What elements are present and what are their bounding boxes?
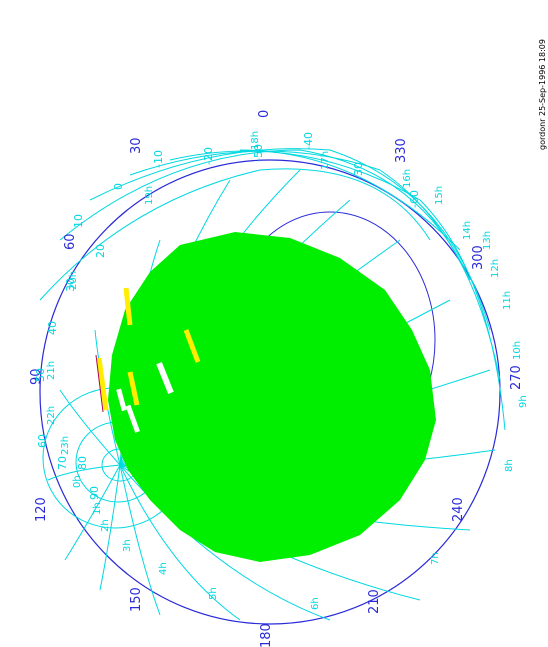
hour-label: 22h xyxy=(46,406,57,425)
hour-label: 2h xyxy=(100,519,111,532)
hour-label: 3h xyxy=(122,539,133,552)
dec-label: -20 xyxy=(202,147,215,165)
hour-label: 10h xyxy=(512,341,523,360)
azimuth-label: 240 xyxy=(451,497,466,522)
azimuth-label: 330 xyxy=(394,138,409,163)
hour-label: 19h xyxy=(144,186,155,205)
dec-label: -60 xyxy=(408,190,421,208)
hour-label: 8h xyxy=(504,459,515,472)
coverage-region xyxy=(108,232,436,562)
azimuth-label: 270 xyxy=(509,365,524,390)
dec-label: -30 xyxy=(352,162,365,180)
hour-label: 23h xyxy=(60,436,71,455)
hour-label: 18h xyxy=(250,131,261,150)
hour-label: 14h xyxy=(462,221,473,240)
hour-label: 17h xyxy=(320,151,331,170)
dec-label: 20 xyxy=(94,244,107,258)
hour-label: 6h xyxy=(310,597,321,610)
dec-label: 60 xyxy=(36,434,49,448)
dec-label: -10 xyxy=(152,150,165,168)
hour-label: 1h xyxy=(92,502,103,515)
hour-label: 15h xyxy=(434,186,445,205)
azimuth-label: 150 xyxy=(129,587,144,612)
hour-label: 16h xyxy=(402,169,413,188)
dec-label: 10 xyxy=(72,214,85,228)
hour-label: 4h xyxy=(158,562,169,575)
hour-label: 12h xyxy=(490,259,501,278)
hour-label: 13h xyxy=(482,231,493,250)
hour-label: 0h xyxy=(72,475,83,488)
credit-text: gordonr 25-Sep-1996 18:09 xyxy=(538,39,547,150)
dec-label: -40 xyxy=(302,132,315,150)
hour-label: 5h xyxy=(208,587,219,600)
hour-label: 11h xyxy=(502,291,513,310)
azimuth-label: 60 xyxy=(63,233,78,250)
azimuth-label: 180 xyxy=(259,623,274,647)
hour-label: 7h xyxy=(430,552,441,565)
hour-label: 21h xyxy=(46,361,57,380)
dec-label: 40 xyxy=(46,321,59,335)
azimuth-label: 120 xyxy=(34,497,49,522)
azimuth-label: 210 xyxy=(367,589,382,614)
azimuth-label: 0 xyxy=(257,110,272,118)
hour-label: 9h xyxy=(518,395,529,408)
dec-label: 80 xyxy=(76,456,89,470)
dec-label: 70 xyxy=(56,456,69,470)
hour-label: 20h xyxy=(68,271,79,290)
dec-label: 0 xyxy=(112,183,125,190)
dec-label: 90 xyxy=(88,486,101,500)
azimuth-label: 30 xyxy=(129,137,144,154)
